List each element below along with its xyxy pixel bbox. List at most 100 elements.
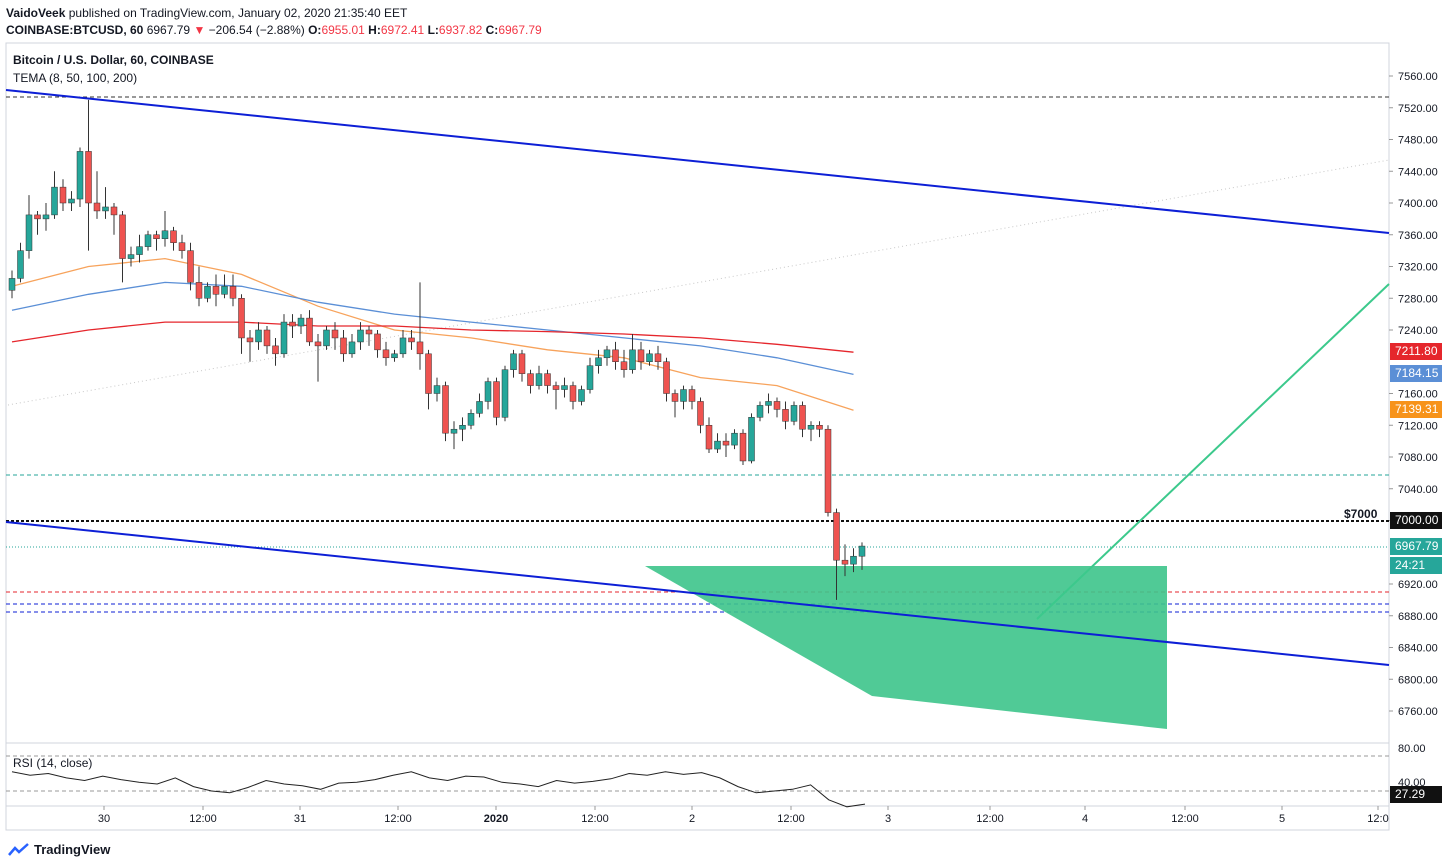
candle (314, 333, 322, 382)
dotted-trendline[interactable] (7, 159, 1390, 406)
price-tick-label: 6920.00 (1398, 579, 1438, 591)
candle-body (493, 381, 500, 418)
candle-body (42, 214, 50, 220)
target-zone[interactable] (645, 566, 1167, 729)
candle-body (340, 337, 347, 355)
candle-body (595, 357, 602, 366)
candle-body (127, 254, 135, 259)
candle (195, 266, 203, 307)
candle-body (306, 317, 313, 343)
candle-body (34, 214, 41, 220)
price-tick-label: 7440.00 (1398, 166, 1438, 178)
candle-body (450, 428, 458, 434)
candle-body (348, 341, 356, 355)
candle (255, 322, 262, 350)
legend-symbol[interactable]: Bitcoin / U.S. Dollar, 60, COINBASE (13, 53, 214, 67)
candle (569, 381, 577, 410)
candle (858, 542, 866, 570)
candle (603, 345, 611, 366)
candle (688, 385, 696, 410)
candle-body (433, 385, 441, 394)
candle (833, 508, 840, 600)
candle (229, 274, 237, 307)
candle (807, 421, 815, 442)
candle-body (263, 329, 271, 347)
candle-body (391, 353, 398, 359)
candle-body (357, 329, 364, 343)
candle-body (765, 401, 772, 406)
tema100-price-tag: 7184.15 (1390, 365, 1442, 382)
candle-body (204, 286, 211, 299)
publish-line: VaidoVeek published on TradingView.com, … (6, 6, 407, 20)
tema200-price-tag: 7211.80 (1390, 343, 1442, 360)
candle (748, 413, 755, 464)
legend-study[interactable]: TEMA (8, 50, 100, 200) (13, 71, 138, 85)
candle-body (467, 413, 475, 426)
candle-body (425, 353, 432, 394)
price-axis[interactable]: 6760.006800.006840.006880.006920.007000.… (1389, 71, 1438, 718)
level-7000-label[interactable]: $7000 (1344, 507, 1378, 521)
candle-body (552, 385, 560, 390)
time-tick-label: 5 (1279, 813, 1285, 825)
candle-body (331, 329, 339, 339)
candle (714, 433, 721, 454)
rsi-line (11, 771, 866, 808)
candle (365, 326, 373, 346)
price-tick-label: 6840.00 (1398, 643, 1438, 655)
channel-lower-line[interactable] (5, 521, 1390, 666)
candle (425, 349, 432, 410)
candle-body (569, 385, 577, 402)
time-tick-label: 12:0 (1367, 813, 1388, 825)
candle (654, 345, 662, 370)
candle (518, 349, 526, 382)
rsi-legend[interactable]: RSI (14, close) (13, 756, 93, 770)
time-tick-label: 30 (98, 813, 110, 825)
channel-upper-line[interactable] (5, 89, 1390, 234)
candle-body (510, 353, 517, 370)
candle-body (646, 353, 653, 362)
price-tick-label: 7280.00 (1398, 293, 1438, 305)
candle (34, 210, 41, 235)
candle (739, 429, 747, 465)
candle (544, 369, 551, 394)
candle (76, 147, 84, 207)
candle (756, 401, 764, 422)
candle-body (212, 286, 220, 295)
price-tick-label: 7040.00 (1398, 484, 1438, 496)
candle-body (374, 333, 381, 351)
candle (586, 357, 594, 394)
candle (433, 377, 441, 402)
candle-body (246, 337, 254, 343)
candle-body (51, 186, 58, 216)
price-tick-label: 7240.00 (1398, 325, 1438, 337)
candle (391, 349, 398, 362)
candle (374, 330, 381, 358)
candle (705, 417, 713, 454)
candle-body (629, 349, 636, 370)
candle-body (807, 425, 815, 430)
candle-body (399, 337, 407, 355)
time-tick-label: 12:00 (189, 813, 217, 825)
time-tick-label: 4 (1082, 813, 1088, 825)
candle-body (612, 349, 619, 362)
high-label: H: (368, 23, 381, 37)
candle-body (8, 278, 16, 291)
candle (620, 349, 628, 378)
candle (467, 409, 475, 430)
candle (127, 246, 135, 267)
candle (85, 99, 92, 251)
candle (501, 365, 509, 422)
footer-brand[interactable]: TradingView (8, 842, 110, 857)
time-axis[interactable]: 30 12:00 31 12:00 2020 12:00 2 12:00 3 12:00 4 12:0… (98, 806, 1389, 825)
projection-line[interactable] (1036, 283, 1390, 620)
candle (578, 385, 585, 406)
candle-body (688, 389, 696, 402)
ohlc-line: COINBASE:BTCUSD, 60 6967.79 ▼ −206.54 (−… (6, 23, 542, 37)
candle-body (102, 206, 109, 212)
candle (629, 333, 636, 374)
price-tick-label: 7480.00 (1398, 135, 1438, 147)
tradingview-logo-icon (8, 842, 29, 856)
candle-body (110, 206, 118, 216)
candle-body (748, 417, 755, 462)
